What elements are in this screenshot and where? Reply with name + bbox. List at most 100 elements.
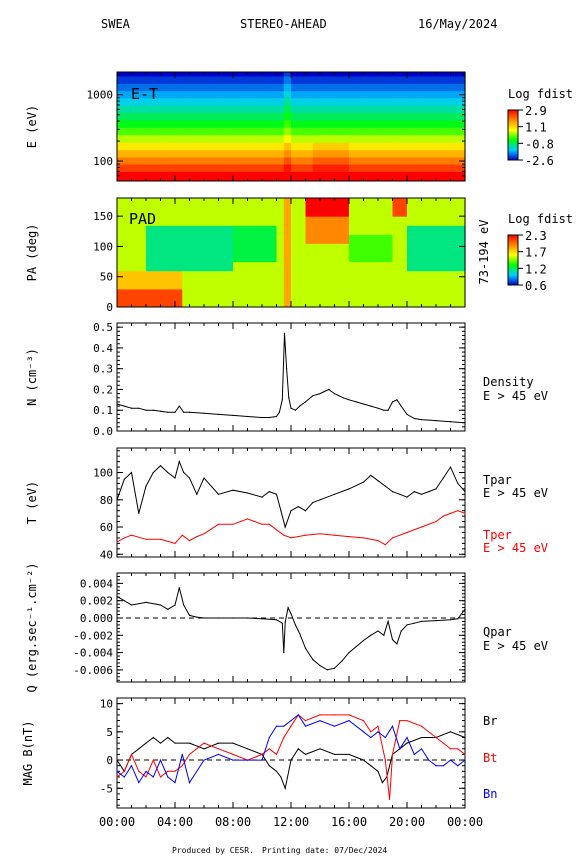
data-point [123, 478, 125, 480]
heatmap-cell [146, 105, 154, 114]
heatmap-cell [392, 216, 401, 226]
heatmap-cell [117, 105, 125, 114]
heatmap-cell [450, 198, 459, 208]
heatmap-cell [233, 150, 241, 158]
heatmap-cell [283, 142, 292, 151]
data-point [341, 660, 343, 662]
heatmap-cell [421, 172, 430, 182]
heatmap-cell [218, 279, 227, 290]
heatmap-cell [276, 150, 285, 158]
heatmap-cell [262, 98, 270, 107]
heatmap-cell [320, 207, 328, 217]
heatmap-cell [233, 279, 241, 290]
heatmap-cell [356, 270, 365, 281]
heatmap-cell [182, 76, 191, 85]
data-point [203, 748, 205, 750]
data-point [312, 658, 314, 661]
heatmap-cell [175, 279, 183, 290]
data-point [130, 753, 133, 756]
heatmap-cell [407, 164, 415, 173]
data-point [174, 477, 176, 479]
heatmap-cell [167, 91, 176, 99]
heatmap-cell [247, 261, 256, 272]
heatmap-cell [341, 288, 350, 299]
heatmap-cell [341, 105, 350, 114]
heatmap-cell [349, 243, 357, 253]
heatmap-cell [298, 252, 307, 263]
heatmap-cell [327, 164, 336, 173]
heatmap-cell [124, 91, 133, 99]
heatmap-cell [378, 150, 386, 158]
heatmap-cell [378, 72, 386, 77]
x-tick-label: 16:00 [331, 815, 367, 829]
heatmap-cell [312, 83, 321, 92]
heatmap-cell [370, 172, 379, 182]
heatmap-cell [204, 98, 212, 107]
heatmap-cell [153, 252, 162, 263]
heatmap-cell [240, 127, 249, 136]
heatmap-cell [160, 127, 169, 136]
heatmap-cell [407, 105, 415, 114]
heatmap-cell [399, 83, 408, 92]
heatmap-cell [131, 105, 140, 114]
data-point [261, 523, 263, 525]
heatmap-cell [262, 288, 270, 299]
heatmap-cell [138, 157, 147, 166]
heatmap-cell [247, 297, 256, 308]
data-point [246, 748, 249, 750]
heatmap-cell [211, 243, 220, 253]
heatmap-cell [356, 150, 365, 158]
heatmap-cell [196, 234, 205, 244]
heatmap-cell [341, 83, 350, 92]
heatmap-cell [428, 120, 437, 129]
heatmap-cell [341, 207, 350, 217]
right-label: E > 45 eV [483, 541, 548, 555]
heatmap-cell [262, 297, 270, 308]
data-point [323, 390, 325, 393]
heatmap-cell [450, 252, 459, 263]
heatmap-cell [146, 164, 154, 173]
heatmap-cell [117, 83, 125, 92]
heatmap-cell [414, 261, 423, 272]
heatmap-cell [117, 225, 125, 235]
heatmap-cell [407, 172, 415, 182]
data-point [449, 731, 452, 733]
data-point [442, 742, 444, 744]
data-point [261, 416, 263, 419]
heatmap-cell [443, 198, 452, 208]
heatmap-cell [312, 207, 321, 217]
heatmap-cell [363, 288, 372, 299]
heatmap-cell [414, 135, 423, 144]
heatmap-cell [240, 234, 249, 244]
heatmap-cell [182, 142, 191, 151]
heatmap-cell [233, 112, 241, 121]
data-point [319, 714, 321, 716]
data-point [435, 488, 437, 490]
heatmap-cell [305, 135, 314, 144]
heatmap-cell [269, 252, 278, 263]
heatmap-cell [436, 243, 444, 253]
heatmap-cell [233, 297, 241, 308]
heatmap-cell [341, 279, 350, 290]
heatmap-cell [298, 288, 307, 299]
y-tick-label: 0.002 [80, 595, 113, 608]
right-label: Qpar [483, 625, 512, 639]
heatmap-cell [131, 207, 140, 217]
heatmap-cell [327, 135, 336, 144]
heatmap-cell [341, 135, 350, 144]
heatmap-cell [204, 198, 212, 208]
data-point [290, 613, 292, 615]
heatmap-cell [240, 72, 249, 77]
heatmap-cell [146, 261, 154, 272]
heatmap-cell [262, 225, 270, 235]
heatmap-cell [378, 157, 386, 166]
heatmap-cell [298, 142, 307, 151]
heatmap-cell [175, 105, 183, 114]
heatmap-cell [298, 261, 307, 272]
heatmap-cell [428, 83, 437, 92]
heatmap-cell [428, 112, 437, 121]
heatmap-cell [247, 157, 256, 166]
y-tick-label: -0.002 [73, 629, 113, 642]
heatmap-cell [247, 72, 256, 77]
data-point [396, 399, 398, 401]
